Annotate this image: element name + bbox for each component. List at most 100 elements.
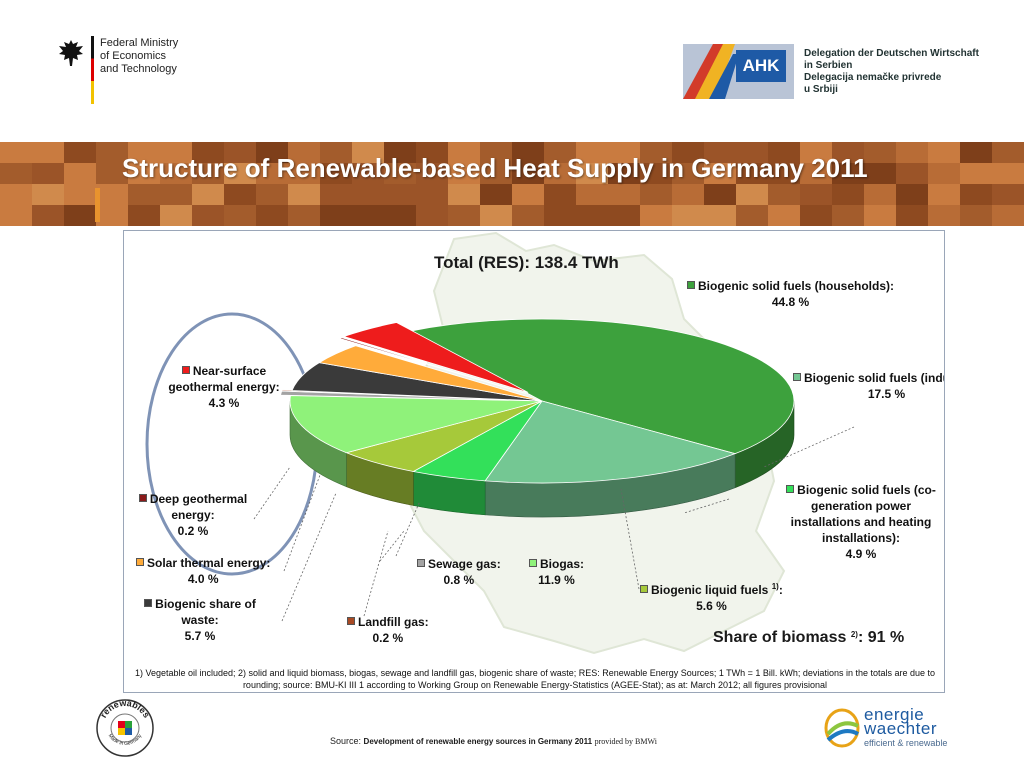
band-tile <box>640 142 672 163</box>
band-tile <box>768 184 800 205</box>
slice-value-label: 4.3 % <box>208 396 240 410</box>
band-tile <box>96 184 128 205</box>
band-tile <box>224 184 256 205</box>
band-tile <box>672 163 704 184</box>
ministry-line: of Economics <box>100 50 167 62</box>
band-tile <box>416 163 448 184</box>
leader-line <box>283 474 321 572</box>
slice-label-text: Biogenic share of waste: <box>155 597 256 627</box>
slice-label-biogas: Biogas: 11.9 % <box>529 556 584 588</box>
band-tile <box>896 142 928 163</box>
band-tile <box>704 163 736 184</box>
pie-slice <box>342 322 529 393</box>
slice-label-text: Solar thermal energy: <box>147 556 271 570</box>
band-tile <box>32 205 64 226</box>
ministry-line: Federal Ministry <box>100 37 179 49</box>
leader-line <box>763 426 855 468</box>
band-tile <box>480 205 512 226</box>
band-tile <box>992 142 1024 163</box>
band-tile <box>800 163 832 184</box>
band-tile <box>0 142 32 163</box>
band-tile <box>672 205 704 226</box>
band-tile <box>0 184 32 205</box>
band-tile <box>160 205 192 226</box>
slice-label-text: Biogenic solid fuels (co-generation powe… <box>790 483 936 545</box>
band-tile <box>928 205 960 226</box>
band-tile <box>256 163 288 184</box>
band-tile <box>224 142 256 163</box>
ministry-name: Federal Ministry of Economics and Techno… <box>100 37 178 76</box>
slice-label-liquid-fuels: Biogenic liquid fuels 1): 5.6 % <box>640 579 783 614</box>
band-tile <box>416 184 448 205</box>
band-tile <box>864 205 896 226</box>
band-tile <box>0 163 32 184</box>
legend-swatch <box>144 599 153 607</box>
slice-label-industry: Biogenic solid fuels (industry): 17.5 % <box>793 370 944 402</box>
band-tile <box>320 205 352 226</box>
band-tile <box>832 163 864 184</box>
federal-eagle-icon <box>59 40 83 66</box>
band-tile <box>448 163 480 184</box>
band-tile <box>864 142 896 163</box>
band-tile <box>64 184 96 205</box>
band-tile <box>96 205 128 226</box>
band-tile <box>192 184 224 205</box>
band-tile <box>768 142 800 163</box>
slice-value-label: 11.9 % <box>538 573 575 587</box>
energiewaechter-logo: energie waechter efficient & renewable <box>822 704 982 752</box>
legend-swatch <box>786 485 795 493</box>
band-tile <box>352 142 384 163</box>
band-tile <box>736 205 768 226</box>
ew-line: waechter <box>864 719 937 738</box>
slice-value-label: 17.5 % <box>867 387 906 401</box>
band-tile <box>384 142 416 163</box>
ahk-line: u Srbiji <box>804 84 838 95</box>
legend-swatch <box>138 494 147 502</box>
band-tile <box>768 163 800 184</box>
band-tile <box>608 142 640 163</box>
band-tile <box>512 142 544 163</box>
band-tile <box>512 163 544 184</box>
slice-label-text: Biogas: <box>540 557 585 571</box>
band-tile <box>448 205 480 226</box>
band-tile <box>992 163 1024 184</box>
pie-slice <box>484 400 737 484</box>
band-tile <box>832 142 864 163</box>
legend-swatch <box>417 559 425 567</box>
band-tile <box>96 163 128 184</box>
slice-label-households: Biogenic solid fuels (households): 44.8 … <box>687 278 894 310</box>
band-tile <box>160 142 192 163</box>
slice-label-sewage-gas: Sewage gas: 0.8 % <box>417 556 501 588</box>
band-tile <box>288 142 320 163</box>
ministry-logo: Federal Ministry of Economics and Techno… <box>58 36 208 106</box>
band-tile <box>352 163 384 184</box>
band-tile <box>832 184 864 205</box>
band-tile <box>928 163 960 184</box>
ew-tagline: efficient & renewable <box>864 738 948 748</box>
band-tile <box>608 205 640 226</box>
slice-value-label: 0.2 % <box>177 524 209 538</box>
band-tile <box>448 184 480 205</box>
renewables-made-in-germany-logo: renewables Made in Germany <box>95 698 155 758</box>
band-tile <box>512 184 544 205</box>
band-tile <box>480 163 512 184</box>
slice-value-label: 5.7 % <box>184 629 216 643</box>
chart-title: Total (RES): 138.4 TWh <box>434 253 619 272</box>
band-tile <box>640 184 672 205</box>
pie-chart: Total (RES): 138.4 TWh Biogenic solid fu… <box>123 230 945 693</box>
band-tile <box>288 205 320 226</box>
energiewaechter-wordmark: energie waechter efficient & renewable <box>864 706 948 750</box>
band-tile <box>352 205 384 226</box>
ahk-line: in Serbien <box>804 60 853 71</box>
pie-slice <box>409 318 795 455</box>
slice-label-text: Biogenic solid fuels (industry): <box>804 371 944 385</box>
share-value: 91 % <box>867 629 905 646</box>
slice-value-label: 44.8 % <box>771 295 810 309</box>
band-tile <box>960 205 992 226</box>
band-tile <box>960 184 992 205</box>
band-tile <box>768 205 800 226</box>
leader-line <box>379 530 405 562</box>
band-tile <box>384 163 416 184</box>
source-prefix: Source: <box>330 736 362 746</box>
band-tile <box>544 163 576 184</box>
